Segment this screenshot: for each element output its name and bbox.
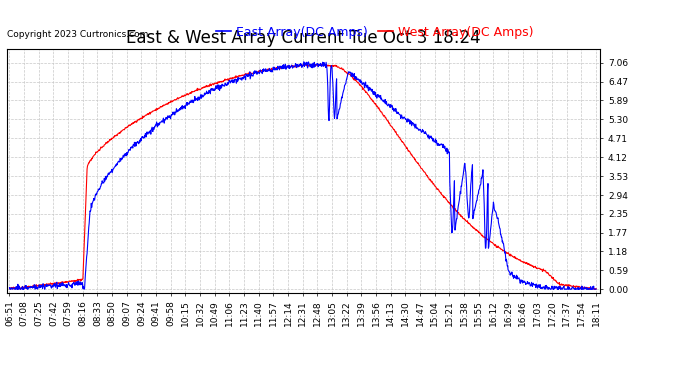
Title: East & West Array Current Tue Oct 3 18:24: East & West Array Current Tue Oct 3 18:2… <box>126 29 481 47</box>
Legend: East Array(DC Amps), West Array(DC Amps): East Array(DC Amps), West Array(DC Amps) <box>216 26 533 39</box>
Text: Copyright 2023 Curtronics.com: Copyright 2023 Curtronics.com <box>7 30 148 39</box>
